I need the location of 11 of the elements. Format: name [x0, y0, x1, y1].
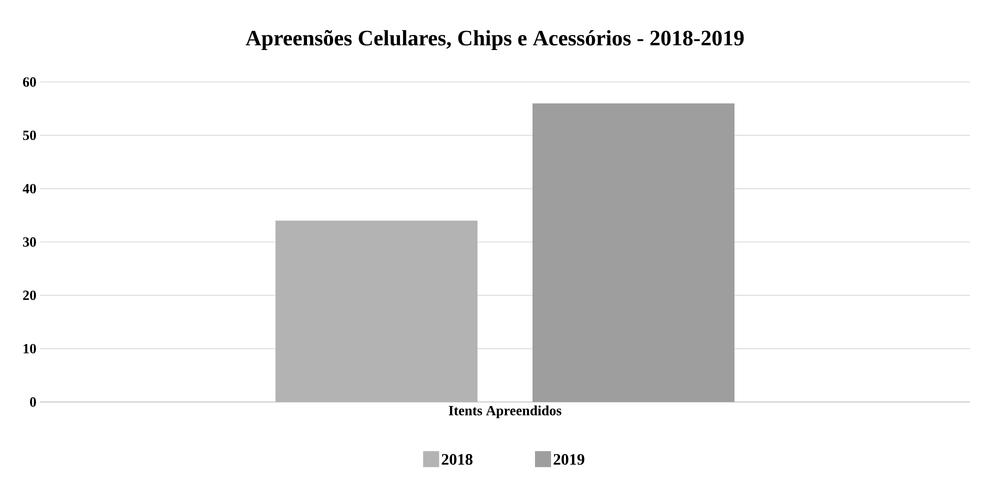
chart-title: Apreensões Celulares, Chips e Acessórios - 2018-2019: [246, 30, 744, 50]
legend-label: 2018: [442, 454, 472, 465]
y-tick-label: 10: [24, 344, 36, 354]
y-tick-label: 60: [23, 77, 36, 87]
y-tick-label: 30: [23, 237, 36, 247]
x-tick-label: Itents Apreendidos: [448, 406, 562, 418]
y-tick-label: 50: [23, 130, 36, 140]
y-tick-label: 20: [23, 290, 36, 300]
y-tick-label: 40: [22, 184, 36, 194]
legend-label: 2019: [554, 454, 584, 465]
y-tick-label: 0: [30, 397, 36, 407]
